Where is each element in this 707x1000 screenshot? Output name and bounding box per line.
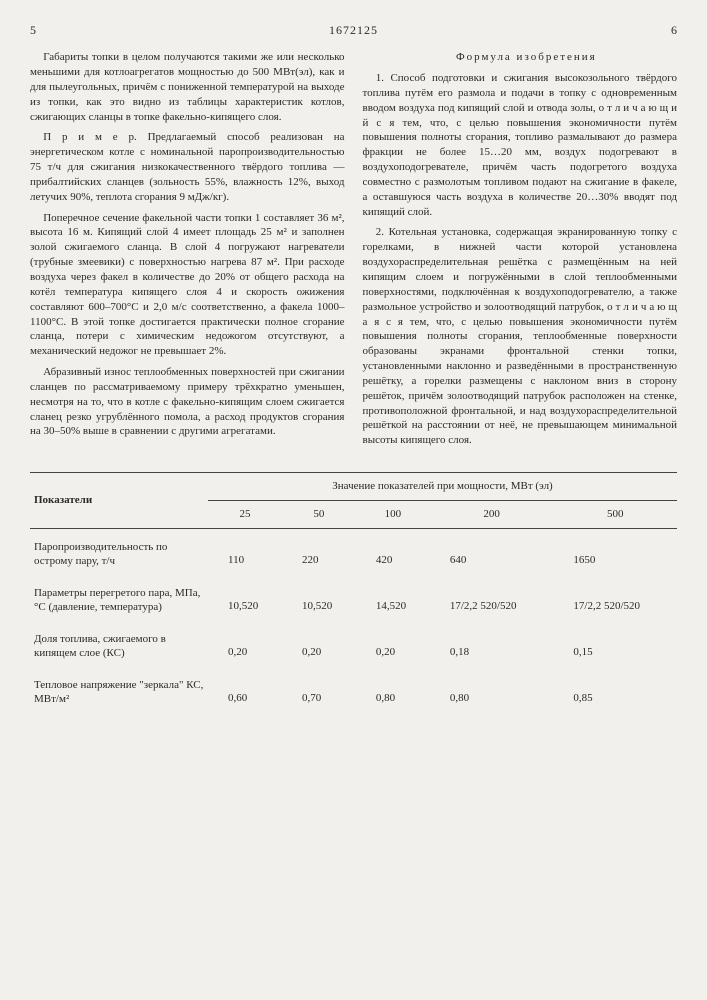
param-label: Паропроизводительность по острому пару, …: [30, 528, 208, 574]
table-body: Паропроизводительность по острому пару, …: [30, 528, 677, 712]
table-row: Доля топлива, сжигаемого в кипящем слое …: [30, 620, 677, 666]
right-para-2: 2. Котельная установка, содержащая экран…: [363, 225, 678, 448]
cell: 0,80: [430, 666, 554, 712]
param-label: Доля топлива, сжигаемого в кипящем слое …: [30, 620, 208, 666]
left-para-2: П р и м е р. Предлагаемый способ реализо…: [30, 130, 345, 204]
cell: 10,520: [208, 574, 282, 620]
table-col-25: 25: [208, 500, 282, 528]
cell: 640: [430, 528, 554, 574]
left-para-3: Поперечное сечение факельной части топки…: [30, 211, 345, 359]
page-number-left: 5: [30, 22, 36, 38]
cell: 0,20: [208, 620, 282, 666]
param-label: Тепловое напряжение "зеркала" КС, МВт/м²: [30, 666, 208, 712]
table-col-500: 500: [553, 500, 677, 528]
cell: 110: [208, 528, 282, 574]
cell: 17/2,2 520/520: [430, 574, 554, 620]
cell: 0,80: [356, 666, 430, 712]
page: 5 1672125 6 Габариты топки в целом получ…: [0, 0, 707, 1000]
table-head-group: Значение показателей при мощности, МВт (…: [208, 473, 677, 501]
cell: 0,18: [430, 620, 554, 666]
param-label: Параметры перегретого пара, МПа, °С (дав…: [30, 574, 208, 620]
table-row: Паропроизводительность по острому пару, …: [30, 528, 677, 574]
cell: 0,20: [282, 620, 356, 666]
left-para-1: Габариты топки в целом получаются такими…: [30, 50, 345, 124]
cell: 220: [282, 528, 356, 574]
page-header: 5 1672125 6: [30, 22, 677, 38]
table-head-param: Показатели: [30, 473, 208, 529]
cell: 0,60: [208, 666, 282, 712]
right-column: Формула изобретения 1. Способ подготовки…: [363, 50, 678, 454]
cell: 14,520: [356, 574, 430, 620]
document-number: 1672125: [329, 22, 378, 38]
right-para-1: 1. Способ подготовки и сжигания высокозо…: [363, 71, 678, 219]
left-para-4: Абразивный износ теплообменных поверхнос…: [30, 365, 345, 439]
table-row: Тепловое напряжение "зеркала" КС, МВт/м²…: [30, 666, 677, 712]
cell: 0,20: [356, 620, 430, 666]
left-column: Габариты топки в целом получаются такими…: [30, 50, 345, 454]
parameters-table: Показатели Значение показателей при мощн…: [30, 472, 677, 712]
cell: 10,520: [282, 574, 356, 620]
cell: 0,15: [553, 620, 677, 666]
page-number-right: 6: [671, 22, 677, 38]
cell: 420: [356, 528, 430, 574]
body-columns: Габариты топки в целом получаются такими…: [30, 50, 677, 454]
table-col-100: 100: [356, 500, 430, 528]
table-col-200: 200: [430, 500, 554, 528]
table-row: Параметры перегретого пара, МПа, °С (дав…: [30, 574, 677, 620]
cell: 17/2,2 520/520: [553, 574, 677, 620]
cell: 1650: [553, 528, 677, 574]
cell: 0,85: [553, 666, 677, 712]
cell: 0,70: [282, 666, 356, 712]
table-col-50: 50: [282, 500, 356, 528]
formula-title: Формула изобретения: [363, 50, 678, 65]
